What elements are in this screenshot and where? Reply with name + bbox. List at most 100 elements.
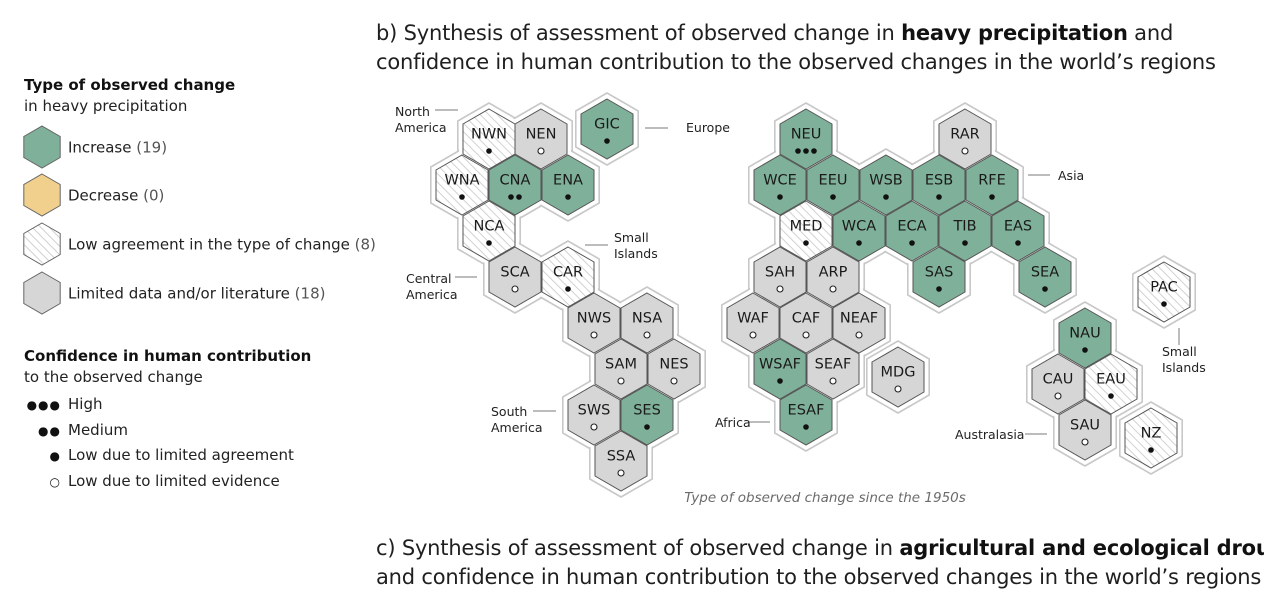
region-hex-sca[interactable]: SCA — [488, 246, 542, 308]
confidence-marker-limited-evidence — [855, 331, 863, 339]
region-hex-shape — [871, 346, 925, 408]
region-hex-eeu[interactable]: EEU — [806, 154, 860, 216]
region-code-label: EEU — [819, 173, 848, 189]
region-code-label: CAR — [553, 265, 583, 281]
confidence-marker-limited-evidence — [617, 469, 625, 477]
region-hex-nws[interactable]: NWS — [567, 292, 621, 354]
legend-item-low: Low agreement in the type of change (8) — [23, 222, 376, 266]
title-b-line2: confidence in human contribution to the … — [376, 50, 1216, 74]
confidence-marker-limited-evidence — [670, 377, 678, 385]
region-hex-neaf[interactable]: NEAF — [832, 292, 886, 354]
region-hex-esb[interactable]: ESB — [912, 154, 966, 216]
region-code-label: SAS — [925, 265, 954, 281]
region-hex-nca[interactable]: NCA — [462, 200, 516, 262]
region-hex-cna[interactable]: CNA — [488, 154, 542, 216]
continent-label-asia: Asia — [1028, 168, 1084, 183]
conf-item-1: ●● Medium — [38, 421, 128, 439]
title-c-line1: c) Synthesis of assessment of observed c… — [376, 534, 1264, 563]
region-hex-shape — [1031, 353, 1085, 415]
legend-item-limited: Limited data and/or literature (18) — [23, 271, 326, 315]
region-hex-ena[interactable]: ENA — [541, 154, 595, 216]
region-hex-eau[interactable]: EAU — [1084, 353, 1138, 415]
region-code-label: SWS — [578, 403, 611, 419]
legend-swatch-decrease — [23, 173, 61, 217]
region-hex-eca[interactable]: ECA — [885, 200, 939, 262]
region-hex-tib[interactable]: TIB — [938, 200, 992, 262]
region-hex-mdg[interactable]: MDG — [871, 346, 925, 408]
region-hex-wca[interactable]: WCA — [832, 200, 886, 262]
region-hex-shape — [594, 338, 648, 400]
region-hex-ses[interactable]: SES — [620, 384, 674, 446]
region-hex-pac[interactable]: PAC — [1137, 261, 1191, 323]
region-hex-ssa[interactable]: SSA — [594, 430, 648, 492]
region-hex-sam[interactable]: SAM — [594, 338, 648, 400]
region-code-label: CAU — [1043, 372, 1074, 388]
region-hex-wsaf[interactable]: WSAF — [753, 338, 807, 400]
region-hex-waf[interactable]: WAF — [726, 292, 780, 354]
confidence-marker-limited-evidence — [802, 331, 810, 339]
region-hex-shape — [832, 200, 886, 262]
title-b-pre: b) Synthesis of assessment of observed c… — [376, 21, 902, 45]
conf-item-0: ●●● High — [27, 395, 103, 413]
region-code-label: GIC — [594, 117, 620, 133]
legend: Type of observed change in heavy precipi… — [23, 76, 376, 490]
region-hex-shape — [1018, 246, 1072, 308]
region-hex-nwn[interactable]: NWN — [462, 108, 516, 170]
region-hex-shape — [753, 338, 807, 400]
region-hex-sau[interactable]: SAU — [1058, 399, 1112, 461]
region-code-label: EAS — [1004, 219, 1032, 235]
continent-label-australasia: Australasia — [955, 427, 1047, 442]
region-hex-esaf[interactable]: ESAF — [779, 384, 833, 446]
region-hex-sah[interactable]: SAH — [753, 246, 807, 308]
region-hex-eas[interactable]: EAS — [991, 200, 1045, 262]
confidence-marker-low-agreement — [777, 378, 783, 384]
region-hex-nau[interactable]: NAU — [1058, 307, 1112, 369]
region-hex-rfe[interactable]: RFE — [965, 154, 1019, 216]
conf-label: High — [68, 395, 102, 413]
confidence-marker-low-agreement — [856, 240, 862, 246]
confidence-marker-low-agreement — [803, 240, 809, 246]
region-hex-wce[interactable]: WCE — [753, 154, 807, 216]
region-code-label: SAH — [765, 265, 795, 281]
map-caption: Type of observed change since the 1950s — [684, 490, 966, 506]
region-hex-cau[interactable]: CAU — [1031, 353, 1085, 415]
region-hex-shape — [488, 154, 542, 216]
region-hex-shape — [832, 292, 886, 354]
region-hex-nsa[interactable]: NSA — [620, 292, 674, 354]
region-hex-seaf[interactable]: SEAF — [806, 338, 860, 400]
region-hex-shape — [991, 200, 1045, 262]
legend-count-decrease: (0) — [138, 187, 164, 205]
continent-label-europe: Europe — [645, 120, 730, 135]
region-hex-med[interactable]: MED — [779, 200, 833, 262]
region-hex-shape — [753, 246, 807, 308]
confidence-marker-low-agreement — [1108, 393, 1114, 399]
region-code-label: NEN — [526, 127, 557, 143]
svg-text:Australasia: Australasia — [955, 427, 1024, 442]
confidence-marker-low-agreement — [1015, 240, 1021, 246]
region-hex-sas[interactable]: SAS — [912, 246, 966, 308]
svg-text:Islands: Islands — [614, 246, 658, 261]
region-hex-gic[interactable]: GIC — [580, 98, 634, 160]
confidence-marker-limited-evidence — [511, 285, 519, 293]
region-code-label: NZ — [1141, 426, 1162, 442]
region-hex-wsb[interactable]: WSB — [859, 154, 913, 216]
region-hex-neu[interactable]: NEU — [779, 108, 833, 170]
region-hex-shape — [567, 384, 621, 446]
region-code-label: WCA — [842, 219, 876, 235]
legend-count-limited: (18) — [290, 285, 326, 303]
legend-item-increase: Increase (19) — [23, 125, 167, 169]
region-hex-arp[interactable]: ARP — [806, 246, 860, 308]
region-hex-caf[interactable]: CAF — [779, 292, 833, 354]
region-hex-sea[interactable]: SEA — [1018, 246, 1072, 308]
region-hex-nes[interactable]: NES — [647, 338, 701, 400]
region-code-label: RAR — [950, 127, 979, 143]
region-hex-nz[interactable]: NZ — [1124, 407, 1178, 469]
region-hex-rar[interactable]: RAR — [938, 108, 992, 170]
region-hex-wna[interactable]: WNA — [435, 154, 489, 216]
region-hex-sws[interactable]: SWS — [567, 384, 621, 446]
region-code-label: NSA — [632, 311, 662, 327]
region-hex-nen[interactable]: NEN — [514, 108, 568, 170]
region-hex-car[interactable]: CAR — [541, 246, 595, 308]
